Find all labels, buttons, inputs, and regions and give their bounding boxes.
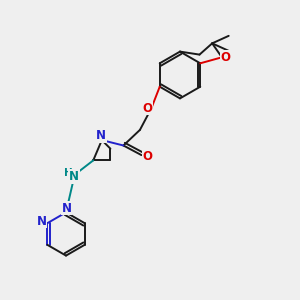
Text: N: N <box>37 215 47 228</box>
Text: N: N <box>69 170 79 183</box>
Text: N: N <box>61 202 72 215</box>
Text: O: O <box>221 51 231 64</box>
Text: O: O <box>142 102 152 115</box>
Text: O: O <box>142 150 152 163</box>
Text: N: N <box>96 129 106 142</box>
Text: H: H <box>64 168 72 178</box>
